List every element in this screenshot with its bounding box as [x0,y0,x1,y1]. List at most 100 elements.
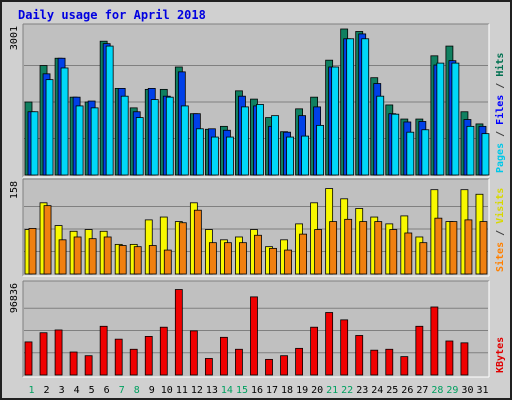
bar-pages-day-7 [120,95,129,176]
panel-top: 3001 Pages / Files / Hits [9,23,506,178]
x-tick-label-18: 18 [281,385,293,396]
x-tick-label-9: 9 [149,385,155,396]
bar-kbytes-day-26 [400,356,409,376]
bar-sites-day-14 [224,242,232,275]
bar-kbytes-day-25 [385,348,394,376]
bar-pages-day-29 [451,62,460,176]
bar-pages-day-28 [436,62,445,176]
x-tick-label-7: 7 [119,385,125,396]
chart-title: Daily usage for April 2018 [18,8,206,22]
bar-pages-day-9 [150,99,159,176]
x-tick-label-15: 15 [236,385,248,396]
bar-sites-day-4 [73,236,82,275]
bar-kbytes-day-2 [39,332,48,376]
bar-pages-day-11 [180,105,189,176]
bar-pages-day-4 [75,105,84,176]
bar-kbytes-day-22 [340,319,349,376]
panel-bottom: 96836 KBytes [9,280,506,378]
bar-sites-day-29 [449,221,458,275]
bar-sites-day-1 [28,228,37,275]
x-tick-label-23: 23 [356,385,368,396]
axis-legend-part: Files [494,95,506,125]
y-max-label: 96836 [9,283,20,313]
bar-sites-day-30 [464,219,473,275]
bar-sites-day-21 [329,221,338,275]
x-tick-label-25: 25 [386,385,398,396]
bar-sites-day-2 [43,205,52,275]
axis-legend-part: Hits [494,53,506,77]
axis-legend-part: Sites [494,242,506,272]
bar-sites-day-18 [284,249,292,275]
axis-legend-part: Visits [494,188,506,224]
bar-sites-day-13 [208,242,217,275]
bar-kbytes-day-15 [235,348,243,376]
x-tick-label-30: 30 [461,385,473,396]
bar-kbytes-day-14 [220,336,228,376]
bar-kbytes-day-30 [460,342,469,376]
bar-sites-day-20 [314,229,323,275]
x-tick-label-16: 16 [251,385,263,396]
axis-legend-part: KBytes [495,337,506,373]
bar-pages-day-12 [195,128,204,176]
bar-kbytes-day-29 [445,340,454,376]
bar-pages-day-10 [165,96,174,176]
x-tick-label-19: 19 [296,385,308,396]
bar-sites-day-19 [299,233,307,275]
bar-sites-day-16 [254,234,262,275]
bar-kbytes-day-7 [114,338,123,376]
bar-pages-day-1 [30,111,39,176]
x-tick-label-29: 29 [446,385,458,396]
bar-pages-day-13 [210,136,219,176]
bar-sites-day-23 [359,221,368,275]
bar-kbytes-day-5 [84,355,93,376]
bar-kbytes-day-4 [69,351,78,376]
bar-kbytes-day-1 [24,341,33,376]
x-tick-label-27: 27 [416,385,428,396]
bar-sites-day-25 [389,229,398,275]
bar-pages-day-8 [135,117,144,176]
bar-sites-day-12 [193,209,202,275]
bar-kbytes-day-24 [370,349,379,376]
bar-kbytes-day-3 [54,329,63,376]
bar-kbytes-day-8 [129,348,138,376]
bar-pages-day-23 [361,38,370,176]
bar-pages-day-25 [391,113,400,176]
x-tick-label-1: 1 [29,385,35,396]
x-tick-label-24: 24 [371,385,383,396]
x-tick-label-4: 4 [74,385,80,396]
axis-legend: Sites / Visits [494,188,506,272]
bar-kbytes-day-20 [310,326,319,376]
x-tick-label-31: 31 [476,385,488,396]
axis-legend: KBytes [495,337,506,373]
bar-kbytes-day-13 [204,358,213,376]
bar-kbytes-day-21 [325,312,334,376]
bar-sites-day-10 [163,249,172,275]
bar-kbytes-day-10 [159,326,168,376]
y-max-label: 158 [9,181,20,199]
bar-pages-day-24 [376,95,385,176]
bar-pages-day-3 [60,67,69,176]
x-tick-label-12: 12 [191,385,203,396]
bar-pages-day-30 [466,125,475,176]
axis-legend-part: / [495,125,506,143]
bar-pages-day-15 [241,106,249,176]
bar-pages-day-16 [256,104,264,176]
bar-sites-day-17 [269,247,277,275]
bar-sites-day-15 [239,242,247,275]
bar-kbytes-day-28 [430,306,439,376]
bar-sites-day-31 [479,221,488,275]
bar-sites-day-9 [148,245,157,275]
bar-sites-day-11 [178,222,187,275]
x-tick-label-3: 3 [59,385,65,396]
x-tick-label-13: 13 [206,385,218,396]
axis-legend-part: Pages [495,143,506,173]
x-tick-label-14: 14 [221,385,233,396]
x-tick-label-21: 21 [326,385,338,396]
bar-kbytes-day-11 [174,289,183,376]
x-tick-label-10: 10 [161,385,173,396]
bar-kbytes-day-27 [415,325,424,376]
x-tick-label-11: 11 [176,385,188,396]
bar-kbytes-day-18 [280,355,288,376]
bar-sites-day-6 [103,236,112,275]
